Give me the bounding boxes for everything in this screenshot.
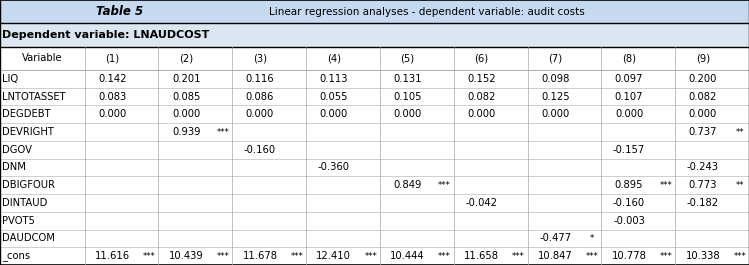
Text: _cons: _cons [2,251,31,261]
Text: 12.410: 12.410 [316,251,351,261]
Text: LNTOTASSET: LNTOTASSET [2,91,66,101]
Text: -0.360: -0.360 [318,162,350,173]
Text: -0.477: -0.477 [539,233,571,244]
Text: ***: *** [660,181,673,190]
Text: 0.083: 0.083 [98,91,127,101]
Text: PVOT5: PVOT5 [2,216,35,226]
Text: 0.082: 0.082 [688,91,717,101]
Text: (4): (4) [327,53,341,63]
Text: -0.160: -0.160 [244,145,276,155]
Text: 0.142: 0.142 [98,74,127,84]
Text: (5): (5) [401,53,415,63]
Text: (2): (2) [179,53,193,63]
Text: 0.000: 0.000 [393,109,422,119]
Text: DBIGFOUR: DBIGFOUR [2,180,55,190]
Text: ***: *** [586,252,598,261]
Text: 0.849: 0.849 [393,180,422,190]
Text: ***: *** [438,252,451,261]
Text: Linear regression analyses - dependent variable: audit costs: Linear regression analyses - dependent v… [269,7,585,17]
Text: 0.116: 0.116 [246,74,274,84]
Text: ***: *** [512,252,525,261]
Text: 0.082: 0.082 [467,91,496,101]
Text: ***: *** [216,127,229,136]
Text: ***: *** [660,252,673,261]
Text: 11.658: 11.658 [464,251,499,261]
Text: -0.182: -0.182 [687,198,719,208]
Text: 10.778: 10.778 [612,251,646,261]
Text: Table 5: Table 5 [97,5,143,18]
Text: DINTAUD: DINTAUD [2,198,48,208]
Text: 0.000: 0.000 [172,109,200,119]
Text: -0.157: -0.157 [613,145,645,155]
Text: 0.000: 0.000 [615,109,643,119]
Text: ***: *** [216,252,229,261]
Text: 10.338: 10.338 [685,251,721,261]
Text: 10.439: 10.439 [169,251,204,261]
Text: 10.444: 10.444 [390,251,425,261]
Text: DAUDCOM: DAUDCOM [2,233,55,244]
Text: 0.000: 0.000 [98,109,127,119]
Text: 0.131: 0.131 [393,74,422,84]
FancyBboxPatch shape [0,47,749,265]
Text: 0.201: 0.201 [172,74,201,84]
Text: 0.107: 0.107 [615,91,643,101]
Text: Variable: Variable [22,53,63,63]
Text: 0.085: 0.085 [172,91,200,101]
Text: (7): (7) [548,53,562,63]
Text: (6): (6) [474,53,488,63]
Text: (8): (8) [622,53,636,63]
Text: 0.086: 0.086 [246,91,274,101]
FancyBboxPatch shape [0,23,749,47]
Text: DNM: DNM [2,162,26,173]
Text: ***: *** [143,252,156,261]
Text: -0.042: -0.042 [465,198,497,208]
Text: -0.160: -0.160 [613,198,645,208]
FancyBboxPatch shape [0,0,749,23]
Text: DEVRIGHT: DEVRIGHT [2,127,54,137]
Text: 0.055: 0.055 [320,91,348,101]
Text: *: * [590,234,594,243]
Text: 0.105: 0.105 [393,91,422,101]
Text: 0.000: 0.000 [689,109,717,119]
Text: (3): (3) [253,53,267,63]
Text: -0.003: -0.003 [613,216,645,226]
Text: 0.098: 0.098 [541,74,569,84]
Text: DEGDEBT: DEGDEBT [2,109,51,119]
Text: 0.200: 0.200 [688,74,717,84]
Text: -0.243: -0.243 [687,162,719,173]
Text: **: ** [736,181,744,190]
Text: Dependent variable: LNAUDCOST: Dependent variable: LNAUDCOST [2,30,210,40]
Text: 0.152: 0.152 [467,74,496,84]
Text: ***: *** [733,252,746,261]
Text: LIQ: LIQ [2,74,19,84]
Text: 11.616: 11.616 [95,251,130,261]
Text: 0.773: 0.773 [688,180,717,190]
Text: ***: *** [438,181,451,190]
Text: 10.847: 10.847 [538,251,572,261]
Text: ***: *** [291,252,303,261]
Text: 0.113: 0.113 [320,74,348,84]
Text: 0.000: 0.000 [541,109,569,119]
Text: 0.097: 0.097 [615,74,643,84]
Text: 0.125: 0.125 [541,91,569,101]
Text: 0.000: 0.000 [467,109,496,119]
Text: 0.737: 0.737 [688,127,717,137]
Text: 11.678: 11.678 [243,251,277,261]
Text: DGOV: DGOV [2,145,32,155]
Text: 0.939: 0.939 [172,127,201,137]
Text: (1): (1) [106,53,119,63]
Text: **: ** [736,127,744,136]
Text: 0.000: 0.000 [320,109,348,119]
Text: ***: *** [364,252,377,261]
Text: (9): (9) [696,53,710,63]
Text: 0.895: 0.895 [615,180,643,190]
Text: 0.000: 0.000 [246,109,274,119]
